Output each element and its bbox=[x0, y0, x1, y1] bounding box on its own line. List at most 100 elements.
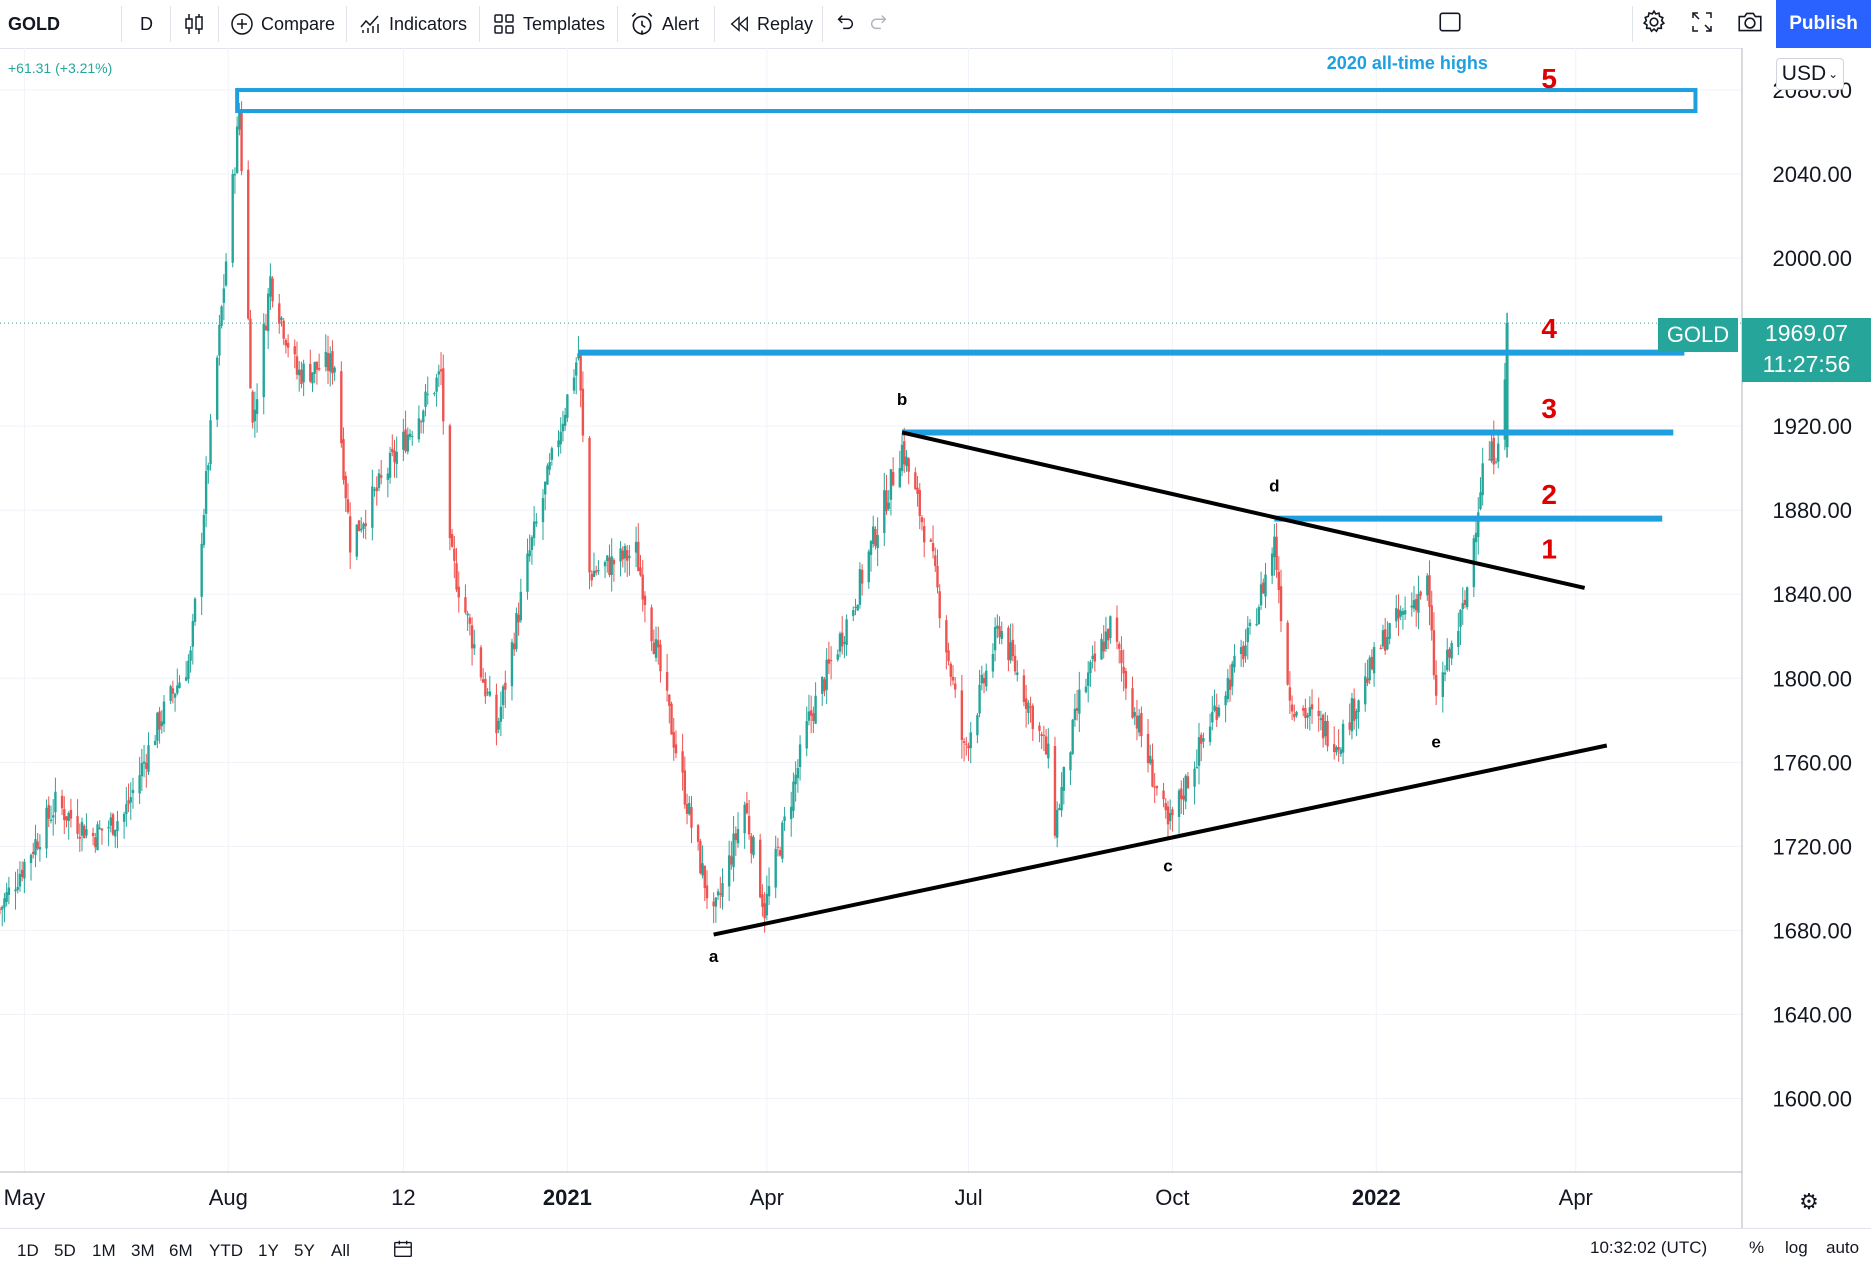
range-5y-button[interactable]: 5Y bbox=[294, 1241, 315, 1260]
candle bbox=[829, 646, 833, 680]
log-scale-toggle[interactable]: log bbox=[1785, 1238, 1808, 1257]
candle-body bbox=[550, 448, 554, 460]
price-change-legend: +61.31 (+3.21%) bbox=[8, 60, 113, 76]
candle bbox=[1321, 713, 1325, 748]
candle bbox=[1395, 595, 1398, 629]
candle bbox=[207, 462, 210, 484]
candle bbox=[109, 812, 113, 833]
candle bbox=[23, 858, 26, 894]
candle bbox=[922, 517, 926, 558]
candle-body bbox=[1086, 672, 1090, 686]
candle bbox=[80, 817, 84, 852]
candle-body bbox=[54, 791, 57, 813]
candle-body bbox=[860, 569, 864, 584]
snapshot-button[interactable] bbox=[1736, 0, 1764, 48]
candle bbox=[355, 524, 359, 561]
alarm-clock-icon bbox=[629, 11, 655, 37]
candle-body bbox=[271, 278, 274, 302]
candle bbox=[1412, 585, 1416, 613]
candle-body bbox=[251, 391, 254, 423]
candle bbox=[111, 812, 115, 837]
publish-button[interactable]: Publish bbox=[1776, 0, 1871, 48]
range-5d-button[interactable]: 5D bbox=[54, 1241, 76, 1260]
candle-body bbox=[96, 824, 99, 851]
candle bbox=[1450, 640, 1453, 666]
candle bbox=[575, 357, 578, 395]
candle-body bbox=[266, 293, 270, 332]
candle-body bbox=[1430, 605, 1433, 631]
candle-body bbox=[220, 306, 223, 326]
candle-body bbox=[1477, 512, 1480, 537]
interval-button[interactable]: D bbox=[140, 0, 153, 48]
range-all-button[interactable]: All bbox=[331, 1241, 350, 1260]
candle-body bbox=[823, 679, 826, 692]
candle bbox=[91, 827, 95, 846]
candle bbox=[705, 870, 709, 909]
alert-button[interactable]: Alert bbox=[629, 0, 699, 48]
candle bbox=[1463, 590, 1467, 609]
percent-scale-toggle[interactable]: % bbox=[1749, 1238, 1765, 1257]
candle bbox=[1024, 684, 1028, 728]
candle-body bbox=[1465, 587, 1469, 608]
candle bbox=[1086, 661, 1090, 703]
plus-circle-icon bbox=[230, 12, 254, 36]
utc-clock[interactable]: 10:32:02 (UTC) bbox=[1590, 1238, 1708, 1257]
layout-button[interactable] bbox=[1437, 0, 1463, 48]
candle-body bbox=[931, 543, 935, 552]
candle bbox=[960, 674, 964, 759]
candle-body bbox=[433, 393, 436, 395]
alert-label: Alert bbox=[662, 13, 700, 34]
candle-body bbox=[612, 559, 616, 565]
auto-scale-toggle[interactable]: auto bbox=[1826, 1238, 1860, 1257]
candle bbox=[20, 861, 24, 882]
replay-button[interactable]: Replay bbox=[728, 0, 813, 48]
candle-body bbox=[734, 833, 738, 841]
range-6m-button[interactable]: 6M bbox=[169, 1241, 193, 1260]
candle bbox=[417, 405, 421, 443]
settings-button[interactable] bbox=[1641, 0, 1667, 48]
candle bbox=[153, 734, 157, 746]
candle-body bbox=[798, 744, 802, 768]
candle bbox=[1213, 689, 1216, 713]
compare-button[interactable]: Compare bbox=[230, 0, 335, 48]
templates-button[interactable]: Templates bbox=[492, 0, 605, 48]
candle bbox=[45, 799, 48, 858]
range-3m-button[interactable]: 3M bbox=[131, 1241, 155, 1260]
chart-type-button[interactable] bbox=[182, 0, 213, 48]
candle-body bbox=[856, 604, 859, 611]
symbol-search-button[interactable]: GOLD bbox=[8, 0, 60, 48]
candle-body bbox=[1137, 715, 1141, 733]
undo-button[interactable] bbox=[834, 0, 856, 48]
candle-body bbox=[1415, 599, 1418, 611]
range-1y-button[interactable]: 1Y bbox=[258, 1241, 279, 1260]
candle bbox=[1503, 362, 1507, 451]
range-1d-button[interactable]: 1D bbox=[17, 1241, 39, 1260]
candle-body bbox=[1104, 631, 1108, 649]
candle bbox=[488, 675, 491, 697]
candle-body bbox=[652, 642, 656, 654]
candle bbox=[876, 517, 879, 567]
candle-body bbox=[916, 487, 919, 494]
fullscreen-button[interactable] bbox=[1690, 0, 1714, 48]
candle-body bbox=[792, 781, 795, 811]
candle-body bbox=[996, 625, 999, 629]
currency-select[interactable]: USD ⌄ bbox=[1776, 58, 1844, 90]
candle bbox=[872, 515, 875, 548]
candle bbox=[1443, 665, 1447, 682]
candle-body bbox=[388, 452, 392, 478]
candle bbox=[1131, 676, 1134, 719]
indicators-button[interactable]: Indicators bbox=[358, 0, 467, 48]
redo-button[interactable] bbox=[868, 0, 890, 48]
goto-date-button[interactable] bbox=[392, 1236, 414, 1266]
candle-body bbox=[187, 660, 190, 680]
candle-body bbox=[546, 465, 549, 485]
candle bbox=[650, 604, 653, 651]
candle-body bbox=[38, 847, 42, 850]
range-ytd-button[interactable]: YTD bbox=[209, 1241, 243, 1260]
candle-body bbox=[470, 625, 474, 649]
candle-body bbox=[1490, 441, 1493, 462]
range-1m-button[interactable]: 1M bbox=[92, 1241, 116, 1260]
candle bbox=[1058, 803, 1061, 811]
candle bbox=[189, 646, 192, 673]
